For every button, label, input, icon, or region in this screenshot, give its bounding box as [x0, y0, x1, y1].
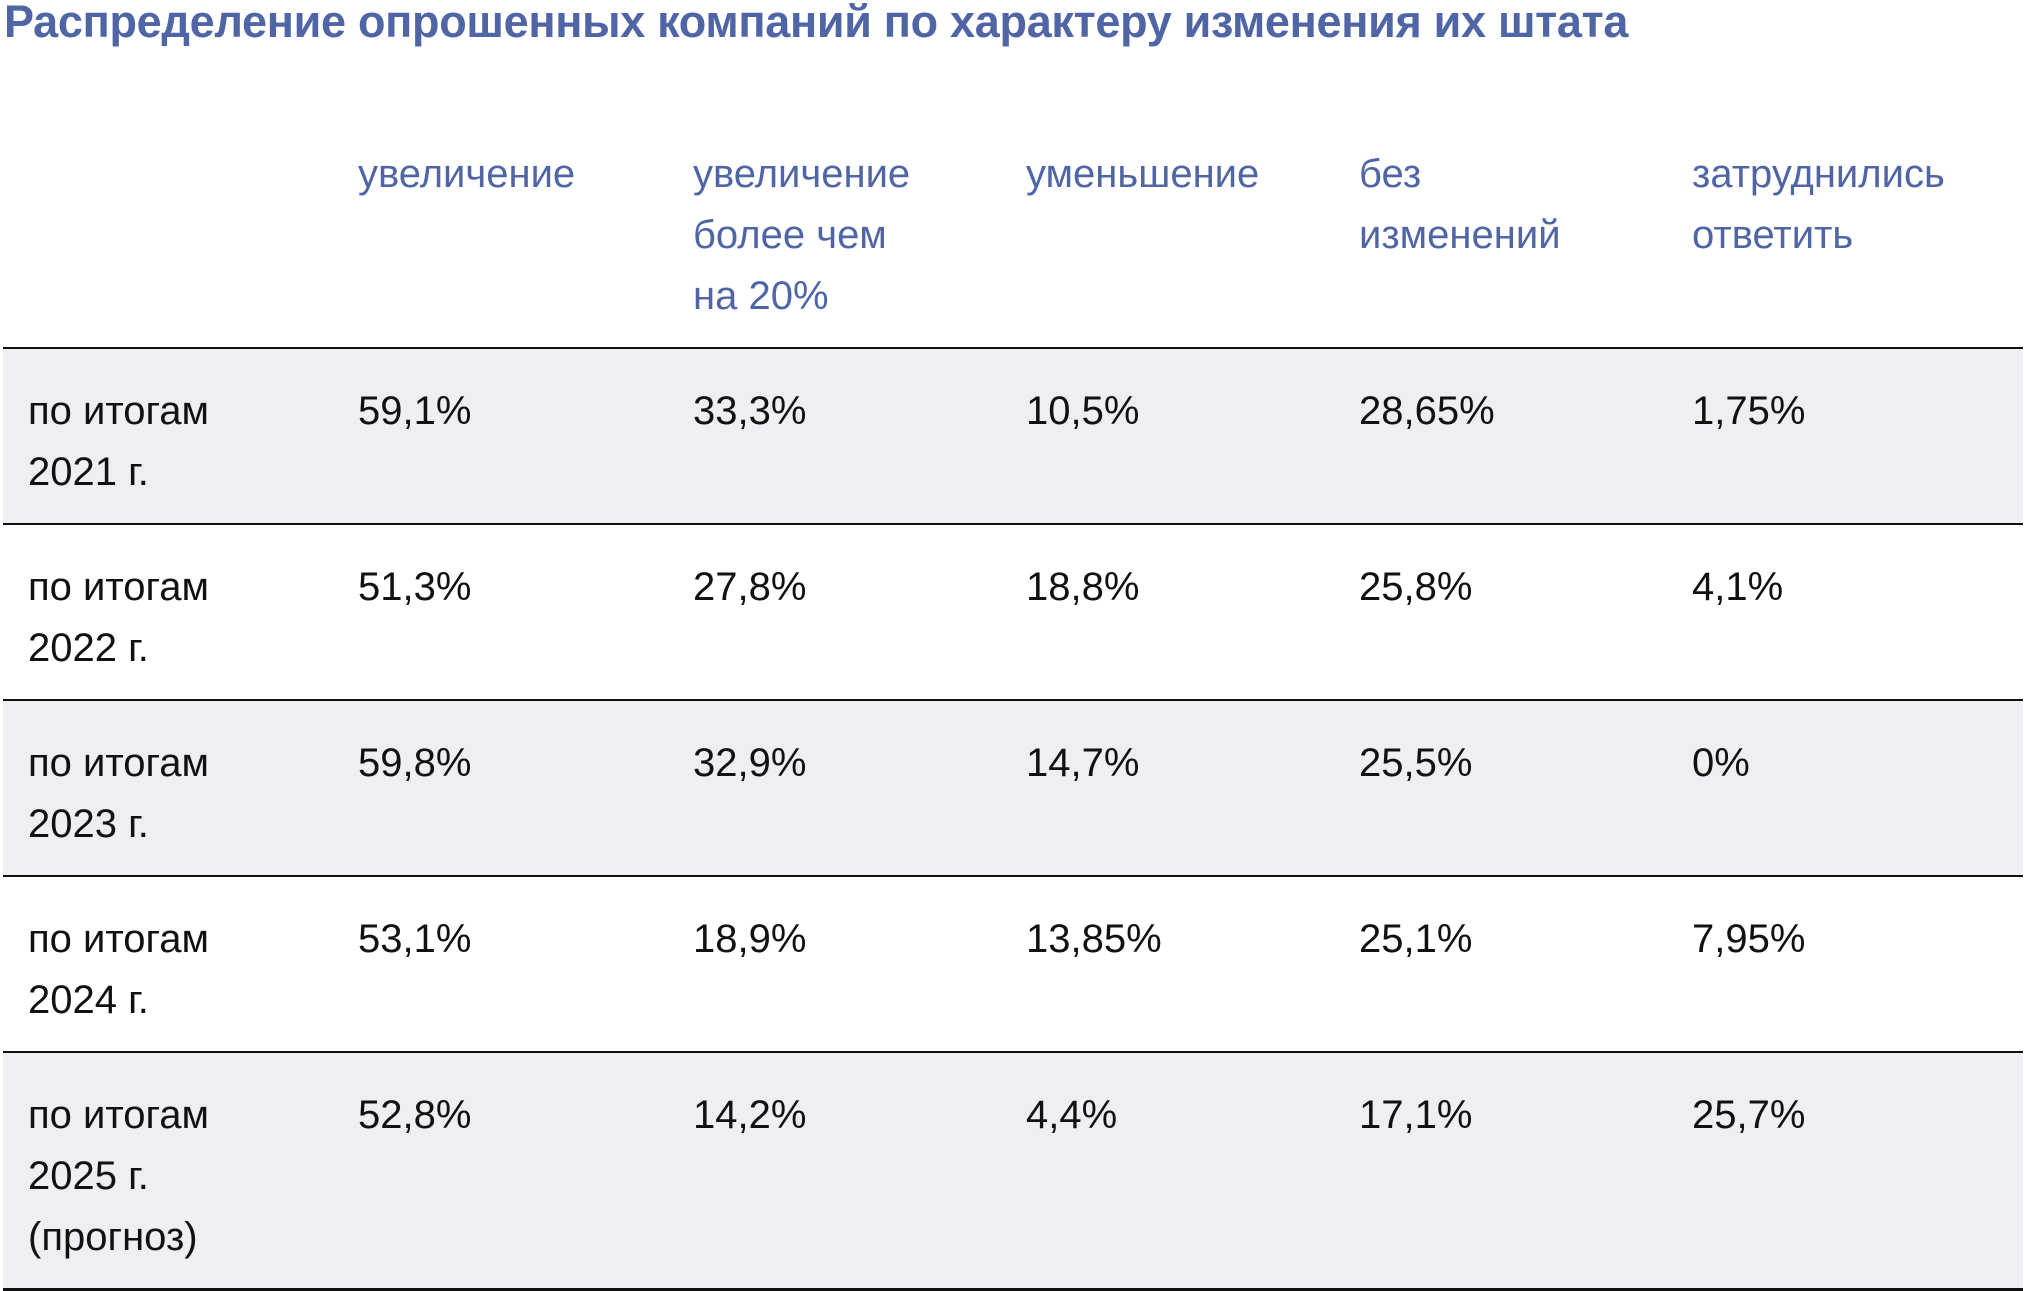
header-decrease: уменьшение: [1026, 152, 1260, 196]
cell-decrease: 10,5%: [1001, 347, 1334, 524]
page-title: Распределение опрошенных компаний по хар…: [4, 0, 1629, 47]
header-row: увеличение увеличение более чем на 20% у…: [3, 100, 2023, 348]
row-label: по итогам 2024 г.: [3, 875, 333, 1052]
cell-increase: 53,1%: [333, 875, 668, 1052]
table-row: по итогам 2025 г. (прогноз) 52,8% 14,2% 4,4…: [3, 1051, 2023, 1291]
cell-hard-to-answer: 0%: [1667, 699, 2023, 876]
cell-decrease: 13,85%: [1001, 875, 1334, 1052]
header-no-change: без изменений: [1359, 152, 1561, 257]
header-increase: увеличение: [358, 152, 576, 196]
cell-no-change: 25,1%: [1334, 875, 1667, 1052]
table-row: по итогам 2022 г. 51,3% 27,8% 18,8% 25,8% 4,1…: [3, 523, 2023, 700]
cell-increase-over-20: 18,9%: [668, 875, 1001, 1052]
staff-change-table: увеличение увеличение более чем на 20% у…: [3, 100, 2023, 1291]
header-hard-to-answer: затруднились ответить: [1692, 152, 1945, 257]
cell-increase: 59,8%: [333, 699, 668, 876]
cell-hard-to-answer: 7,95%: [1667, 875, 2023, 1052]
cell-no-change: 28,65%: [1334, 347, 1667, 524]
cell-increase-over-20: 14,2%: [668, 1051, 1001, 1291]
cell-increase: 51,3%: [333, 523, 668, 700]
row-label: по итогам 2021 г.: [3, 347, 333, 524]
cell-decrease: 4,4%: [1001, 1051, 1334, 1291]
cell-no-change: 17,1%: [1334, 1051, 1667, 1291]
row-label: по итогам 2022 г.: [3, 523, 333, 700]
row-label: по итогам 2023 г.: [3, 699, 333, 876]
cell-hard-to-answer: 4,1%: [1667, 523, 2023, 700]
table-row: по итогам 2024 г. 53,1% 18,9% 13,85% 25,1% 7,…: [3, 875, 2023, 1052]
cell-no-change: 25,5%: [1334, 699, 1667, 876]
cell-increase: 59,1%: [333, 347, 668, 524]
cell-decrease: 18,8%: [1001, 523, 1334, 700]
cell-hard-to-answer: 1,75%: [1667, 347, 2023, 524]
cell-no-change: 25,8%: [1334, 523, 1667, 700]
cell-increase-over-20: 33,3%: [668, 347, 1001, 524]
header-empty: [3, 100, 333, 348]
table-row: по итогам 2023 г. 59,8% 32,9% 14,7% 25,5% 0%: [3, 699, 2023, 876]
cell-hard-to-answer: 25,7%: [1667, 1051, 2023, 1291]
cell-increase: 52,8%: [333, 1051, 668, 1291]
table-row: по итогам 2021 г. 59,1% 33,3% 10,5% 28,65% 1,…: [3, 347, 2023, 524]
cell-decrease: 14,7%: [1001, 699, 1334, 876]
header-increase-over-20: увеличение более чем на 20%: [693, 152, 911, 318]
row-label: по итогам 2025 г. (прогноз): [3, 1051, 333, 1291]
cell-increase-over-20: 27,8%: [668, 523, 1001, 700]
cell-increase-over-20: 32,9%: [668, 699, 1001, 876]
